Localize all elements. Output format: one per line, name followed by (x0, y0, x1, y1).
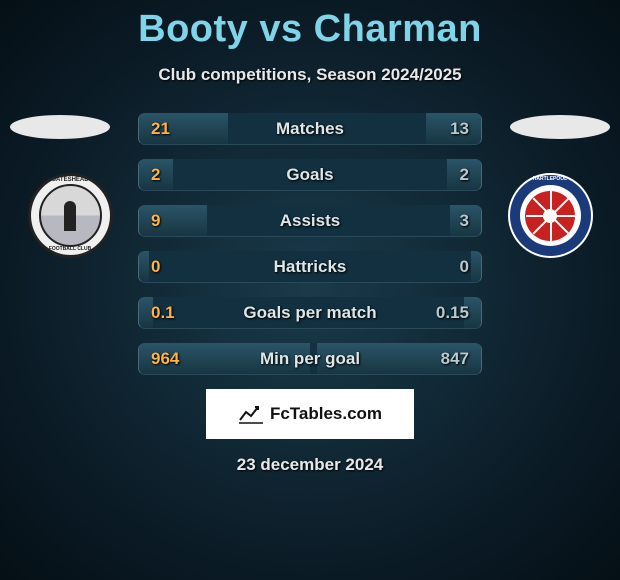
stat-label: Hattricks (139, 257, 481, 277)
right-shadow-ellipse (510, 115, 610, 139)
source-badge[interactable]: FcTables.com (206, 389, 414, 439)
stat-value-right: 0 (460, 257, 469, 277)
stat-row: 9Assists3 (138, 205, 482, 237)
left-shadow-ellipse (10, 115, 110, 139)
stat-row: 0Hattricks0 (138, 251, 482, 283)
page-title: Booty vs Charman (0, 0, 620, 51)
stat-row: 21Matches13 (138, 113, 482, 145)
stat-row: 2Goals2 (138, 159, 482, 191)
stat-value-right: 3 (460, 211, 469, 231)
left-team-crest: GATESHEAD FOOTBALL CLUB (20, 173, 120, 258)
stat-label: Goals per match (139, 303, 481, 323)
crest-bottom-text: FOOTBALL CLUB (31, 246, 110, 252)
date-label: 23 december 2024 (0, 455, 620, 475)
crest-top-text: GATESHEAD (31, 177, 110, 183)
badge-text: FcTables.com (270, 404, 382, 424)
stat-row: 964Min per goal847 (138, 343, 482, 375)
stat-label: Goals (139, 165, 481, 185)
stat-label: Min per goal (139, 349, 481, 369)
stat-label: Assists (139, 211, 481, 231)
stat-value-right: 0.15 (436, 303, 469, 323)
stats-list: 21Matches13 2Goals2 9Assists3 0Hattricks0 0.… (138, 113, 482, 375)
right-team-crest: HARTLEPOOL (500, 173, 600, 258)
crest-outer-text: HARTLEPOOL (510, 176, 591, 182)
stat-row: 0.1Goals per match0.15 (138, 297, 482, 329)
stat-value-right: 13 (450, 119, 469, 139)
comparison-area: GATESHEAD FOOTBALL CLUB HARTLEPOOL 21Mat… (0, 113, 620, 475)
stat-label: Matches (139, 119, 481, 139)
stat-value-right: 2 (460, 165, 469, 185)
fctables-logo-icon (238, 404, 264, 424)
subtitle: Club competitions, Season 2024/2025 (0, 65, 620, 85)
stat-value-right: 847 (441, 349, 469, 369)
